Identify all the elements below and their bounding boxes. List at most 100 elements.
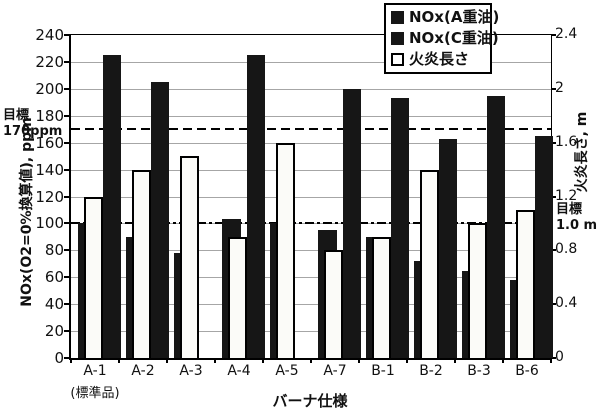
x-tickmark bbox=[358, 359, 360, 363]
nox-c-bar-B-3 bbox=[487, 95, 505, 358]
x-tickmark bbox=[214, 359, 216, 363]
left-tickmark bbox=[64, 87, 69, 90]
target-label-flame-line1: 目標 bbox=[556, 202, 583, 217]
legend-row-1: NOx(A重油) bbox=[386, 7, 499, 28]
left-tickmark bbox=[64, 195, 69, 198]
left-tick-label-240: 240 bbox=[35, 26, 64, 44]
right-tick-label-0: 0 bbox=[555, 349, 564, 365]
target-label-nox-line2: 170ppm bbox=[3, 124, 63, 139]
gridline-160 bbox=[71, 142, 551, 144]
x-tickmark bbox=[262, 359, 264, 363]
left-tick-label-140: 140 bbox=[35, 160, 64, 179]
target-label-nox-line1: 目標 bbox=[3, 108, 30, 123]
x-tickmark bbox=[310, 359, 312, 363]
legend: NOx(A重油) NOx(C重油) 火炎長さ bbox=[384, 3, 499, 74]
nox-c-bar-B-6 bbox=[535, 135, 553, 358]
right-tickmark bbox=[551, 195, 556, 198]
nox-c-bar-A-1 bbox=[103, 55, 121, 358]
target-label-flame-line2: 1.0 m bbox=[556, 218, 598, 233]
right-tick-label-0.8: 0.8 bbox=[555, 241, 578, 258]
right-tick-label-2.4: 2.4 bbox=[555, 26, 578, 42]
black-bar-swatch-icon bbox=[391, 32, 404, 45]
category-footnote: (標準品) bbox=[70, 386, 120, 401]
right-tick-label-1.6: 1.6 bbox=[555, 133, 578, 150]
gridline-140 bbox=[71, 169, 551, 171]
left-tick-label-120: 120 bbox=[35, 187, 64, 206]
left-tick-label-60: 60 bbox=[44, 268, 64, 287]
left-tick-label-180: 180 bbox=[35, 106, 64, 125]
gridline-180 bbox=[71, 115, 551, 117]
flame-bar-B-1 bbox=[372, 236, 391, 358]
left-tick-label-100: 100 bbox=[35, 214, 64, 233]
gridline-20 bbox=[71, 331, 551, 333]
flame-bar-A-5 bbox=[276, 142, 295, 358]
gridline-220 bbox=[71, 61, 551, 63]
left-tickmark bbox=[64, 141, 69, 144]
left-tickmark bbox=[64, 60, 69, 63]
plot-area bbox=[69, 34, 553, 360]
target-line-170ppm bbox=[71, 128, 551, 131]
left-tick-label-160: 160 bbox=[35, 133, 64, 152]
x-tickmark bbox=[550, 359, 552, 363]
target-label-nox: 目標 170ppm bbox=[3, 108, 63, 140]
nox-c-bar-A-7 bbox=[343, 88, 361, 358]
right-tick-label-0.4: 0.4 bbox=[555, 295, 578, 312]
x-tickmark bbox=[70, 359, 72, 363]
left-tickmark bbox=[64, 222, 69, 225]
black-bar-swatch-icon bbox=[391, 11, 404, 24]
right-tickmark bbox=[551, 141, 556, 144]
left-tickmark bbox=[64, 34, 69, 36]
x-category-label-A-4: A-4 bbox=[227, 363, 251, 379]
left-tick-label-80: 80 bbox=[44, 241, 64, 260]
right-tickmark bbox=[551, 249, 556, 252]
left-tick-label-220: 220 bbox=[35, 52, 64, 71]
x-tickmark bbox=[502, 359, 504, 363]
x-category-label-A-5: A-5 bbox=[275, 363, 299, 379]
flame-bar-A-1 bbox=[84, 196, 103, 358]
left-tickmark bbox=[64, 249, 69, 252]
nox-c-bar-B-1 bbox=[391, 98, 409, 358]
nox-c-bar-B-2 bbox=[439, 138, 457, 358]
left-tickmark bbox=[64, 357, 69, 359]
left-tickmark bbox=[64, 114, 69, 117]
gridline-60 bbox=[71, 277, 551, 279]
white-bar-swatch-icon bbox=[391, 53, 404, 66]
left-tick-label-40: 40 bbox=[44, 295, 64, 314]
right-tick-label-2: 2 bbox=[555, 79, 564, 96]
flame-bar-A-4 bbox=[228, 236, 247, 358]
left-tickmark bbox=[64, 168, 69, 171]
legend-row-3: 火炎長さ bbox=[386, 49, 490, 70]
legend-row-2: NOx(C重油) bbox=[386, 28, 499, 49]
flame-bar-A-7 bbox=[324, 250, 343, 358]
x-category-label-A-3: A-3 bbox=[179, 363, 203, 379]
right-tick-label-1.2: 1.2 bbox=[555, 187, 578, 204]
legend-label-2: NOx(C重油) bbox=[409, 29, 499, 47]
x-tickmark bbox=[166, 359, 168, 363]
flame-bar-B-2 bbox=[420, 169, 439, 358]
flame-bar-A-2 bbox=[132, 169, 151, 358]
right-tickmark bbox=[551, 357, 556, 359]
left-tick-label-0: 0 bbox=[54, 349, 64, 367]
x-category-label-B-6: B-6 bbox=[515, 363, 539, 379]
left-tickmark bbox=[64, 276, 69, 279]
legend-label-1: NOx(A重油) bbox=[409, 8, 500, 26]
nox-c-bar-A-2 bbox=[151, 82, 169, 358]
gridline-200 bbox=[71, 88, 551, 90]
x-category-label-A-2: A-2 bbox=[131, 363, 155, 379]
gridline-120 bbox=[71, 196, 551, 198]
target-line-1.0m bbox=[71, 222, 551, 225]
x-category-label-B-3: B-3 bbox=[467, 363, 491, 379]
x-category-label-A-1: A-1 bbox=[83, 363, 107, 379]
right-tickmark bbox=[551, 34, 556, 36]
x-axis-title: バーナ仕様 bbox=[272, 392, 348, 410]
nox-c-bar-A-4 bbox=[247, 55, 265, 358]
left-tickmark bbox=[64, 303, 69, 306]
left-tick-label-200: 200 bbox=[35, 79, 64, 98]
gridline-40 bbox=[71, 304, 551, 306]
flame-bar-B-6 bbox=[516, 209, 535, 358]
left-tick-label-20: 20 bbox=[44, 322, 64, 341]
flame-bar-A-3 bbox=[180, 156, 199, 358]
legend-label-3: 火炎長さ bbox=[409, 50, 470, 68]
flame-bar-B-3 bbox=[468, 223, 487, 358]
